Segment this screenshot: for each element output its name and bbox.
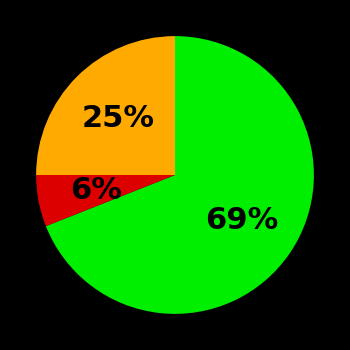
Wedge shape [46,36,314,314]
Wedge shape [36,175,175,226]
Wedge shape [36,36,175,175]
Text: 6%: 6% [70,176,122,205]
Text: 25%: 25% [82,104,155,133]
Text: 69%: 69% [205,206,278,235]
